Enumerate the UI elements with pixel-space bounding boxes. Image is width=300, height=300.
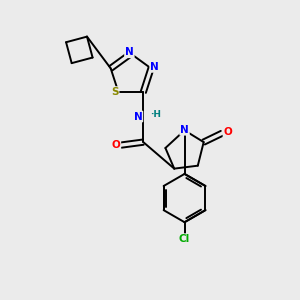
Text: O: O bbox=[224, 127, 232, 137]
Text: O: O bbox=[112, 140, 120, 150]
Text: N: N bbox=[125, 47, 134, 57]
Text: N: N bbox=[150, 62, 159, 72]
Text: S: S bbox=[111, 87, 118, 97]
Text: ·H: ·H bbox=[150, 110, 161, 119]
Text: N: N bbox=[134, 112, 142, 122]
Text: Cl: Cl bbox=[179, 234, 190, 244]
Text: N: N bbox=[180, 125, 189, 135]
